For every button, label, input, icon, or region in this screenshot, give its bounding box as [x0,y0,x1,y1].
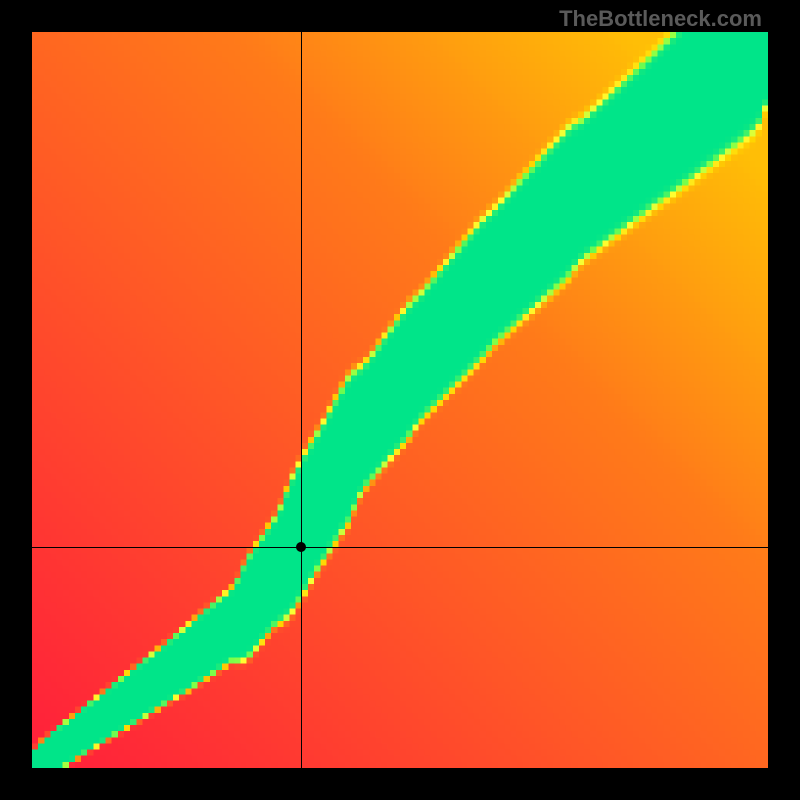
plot-area [32,32,768,768]
watermark-text: TheBottleneck.com [559,6,762,32]
marker-dot [296,542,306,552]
crosshair-vertical [301,32,302,768]
heatmap-canvas [32,32,768,768]
chart-container: TheBottleneck.com [0,0,800,800]
crosshair-horizontal [32,547,768,548]
